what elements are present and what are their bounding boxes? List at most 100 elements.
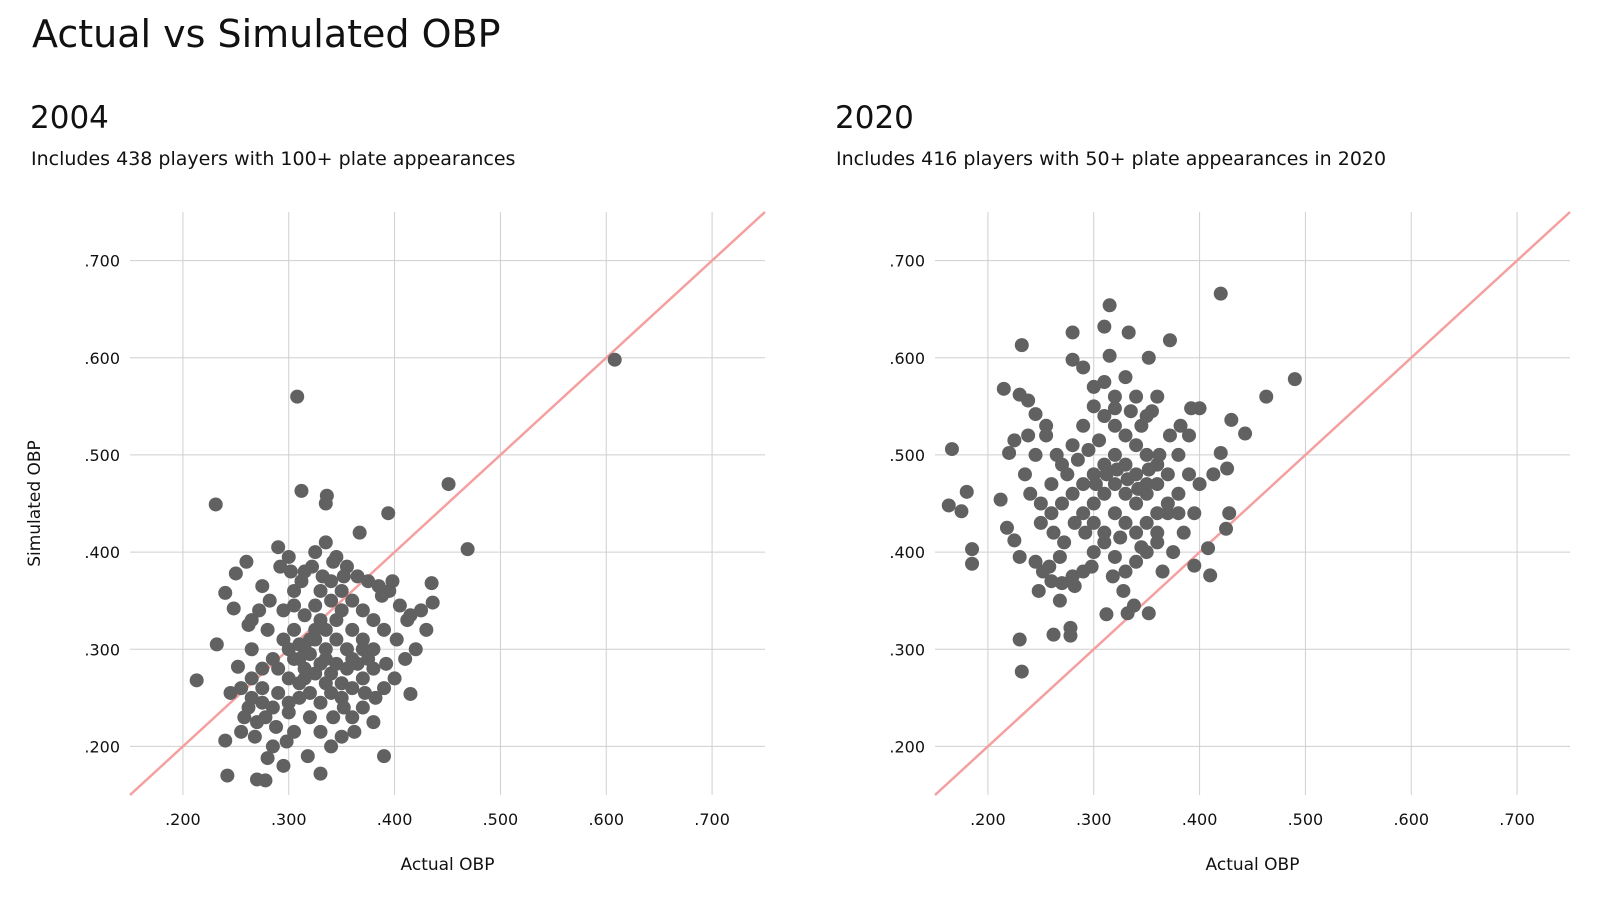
data-point: [1107, 477, 1122, 492]
data-point: [287, 598, 302, 613]
y-tick-label: .300: [889, 640, 925, 659]
data-point: [460, 542, 475, 557]
x-axis-label: Actual OBP: [401, 855, 495, 875]
data-point: [300, 749, 315, 764]
data-point: [226, 601, 241, 616]
data-point: [425, 595, 440, 610]
data-point: [1222, 506, 1237, 521]
data-point: [1055, 576, 1069, 591]
data-point: [339, 642, 354, 657]
data-point: [279, 734, 294, 749]
data-point: [1033, 515, 1048, 530]
data-point: [241, 617, 256, 632]
chart-2004: .200 .300 .400 .500 .600 .700 .200 .300 .400 .500…: [25, 211, 766, 875]
data-point: [318, 622, 333, 637]
data-point: [237, 710, 252, 725]
data-point: [1201, 541, 1216, 556]
data-point: [1028, 447, 1043, 462]
data-point: [414, 603, 429, 618]
data-point: [258, 773, 273, 788]
data-point: [305, 559, 320, 574]
data-point: [1044, 477, 1059, 492]
x-tick-label: .400: [377, 810, 413, 829]
data-point: [283, 564, 298, 579]
data-point: [252, 603, 267, 618]
data-point: [315, 569, 330, 584]
data-point: [276, 632, 291, 647]
data-point: [308, 632, 323, 647]
data-point: [1092, 433, 1107, 448]
data-point: [1055, 496, 1069, 511]
data-point: [1187, 506, 1202, 521]
data-point: [255, 579, 270, 594]
data-point: [208, 497, 223, 512]
data-point: [287, 622, 302, 637]
data-point: [1118, 486, 1133, 501]
x-tick-label: .300: [271, 810, 307, 829]
data-point: [318, 535, 333, 550]
data-point: [1081, 443, 1096, 458]
data-point: [1039, 418, 1054, 433]
data-point: [1121, 325, 1136, 340]
data-point: [1287, 372, 1302, 387]
data-point: [400, 613, 415, 628]
data-point: [1160, 496, 1175, 511]
data-point: [244, 642, 259, 657]
x-tick-label: .700: [1499, 810, 1535, 829]
y-tick-label: .300: [84, 640, 120, 659]
y-tick-label: .700: [889, 252, 925, 271]
data-point: [290, 389, 305, 404]
data-point: [1139, 447, 1154, 462]
data-point: [1150, 477, 1165, 492]
data-point: [350, 656, 365, 671]
data-point: [1067, 579, 1082, 594]
data-point: [1171, 506, 1186, 521]
data-point: [1063, 628, 1078, 643]
data-point: [1107, 549, 1122, 564]
data-point: [1033, 496, 1048, 511]
data-point: [1238, 426, 1253, 441]
data-point: [377, 749, 391, 764]
data-point: [223, 685, 238, 700]
data-point: [1131, 481, 1146, 496]
data-point: [607, 352, 622, 367]
data-point: [345, 622, 360, 637]
data-point: [347, 724, 362, 739]
data-point: [230, 659, 245, 674]
data-point: [334, 583, 349, 598]
data-point: [999, 520, 1014, 535]
data-point: [1044, 506, 1059, 521]
data-point: [244, 671, 259, 686]
data-point: [1086, 399, 1101, 414]
data-point: [379, 656, 394, 671]
data-point: [1007, 433, 1022, 448]
data-point: [265, 739, 280, 754]
x-tick-label: .600: [588, 810, 624, 829]
data-point: [1171, 486, 1186, 501]
data-point: [1203, 568, 1218, 583]
data-point: [218, 585, 233, 600]
data-point: [1044, 574, 1059, 589]
data-point: [1097, 319, 1112, 334]
data-point: [1213, 286, 1228, 301]
data-point: [1023, 486, 1038, 501]
data-point: [334, 729, 349, 744]
data-point: [313, 695, 328, 710]
y-tick-label: .500: [84, 446, 120, 465]
data-point: [244, 690, 259, 705]
data-point: [258, 710, 273, 725]
data-point: [368, 690, 383, 705]
chart-2004-subtitle: Includes 438 players with 100+ plate app…: [31, 148, 516, 170]
data-point: [361, 574, 376, 589]
data-point: [408, 642, 423, 657]
data-point: [1118, 428, 1133, 443]
data-point: [959, 484, 974, 499]
data-point: [1086, 545, 1101, 560]
x-tick-label: .500: [1288, 810, 1324, 829]
chart-2020: .200 .300 .400 .500 .600 .700 .200 .300 .400 .500…: [889, 211, 1571, 875]
data-point: [313, 766, 328, 781]
data-point: [1014, 664, 1029, 679]
y-tick-label: .600: [889, 349, 925, 368]
data-point: [297, 661, 312, 676]
data-point: [1224, 412, 1239, 427]
